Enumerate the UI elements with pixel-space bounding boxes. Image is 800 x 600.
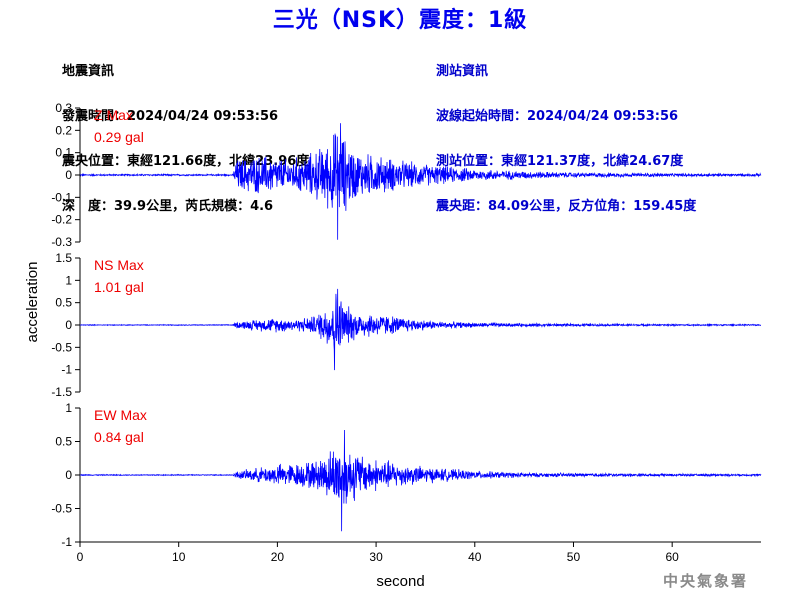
y-tick-label: -1 bbox=[61, 535, 72, 549]
y-tick-label: 0.5 bbox=[55, 435, 72, 449]
station-location: 測站位置：東經121.37度，北緯24.67度 bbox=[436, 154, 684, 169]
y-tick-label: 1 bbox=[65, 401, 72, 415]
epicentral-distance: 震央距：84.09公里，反方位角：159.45度 bbox=[436, 199, 697, 214]
y-tick-label: 0 bbox=[65, 468, 72, 482]
max-value: 1.01 gal bbox=[94, 279, 144, 295]
station-info-heading: 測站資訊 bbox=[436, 64, 489, 79]
waveform-ns bbox=[79, 288, 762, 371]
y-tick-label: -0.1 bbox=[51, 190, 72, 204]
page-title: 三光（NSK）震度：1級 bbox=[272, 8, 528, 33]
y-axis-label: acceleration bbox=[24, 262, 41, 343]
max-value: 0.29 gal bbox=[94, 129, 144, 145]
wave-start-time: 波線起始時間：2024/04/24 09:53:56 bbox=[436, 109, 679, 124]
y-tick-label: -0.5 bbox=[51, 502, 72, 516]
y-tick-label: -0.3 bbox=[51, 235, 72, 249]
max-value: 0.84 gal bbox=[94, 429, 144, 445]
waveform-ew bbox=[79, 429, 762, 532]
panel-z: 0.3 0.2 0.1 0 -0.1 -0.2 -0.3 Z Max 0.29 gal bbox=[51, 101, 762, 249]
epicenter-location: 震央位置：東經121.66度，北緯23.96度 bbox=[62, 154, 310, 169]
max-label: Z Max bbox=[94, 107, 133, 123]
y-tick-label: 0 bbox=[65, 318, 72, 332]
panel-ns: 1.5 1 0.5 0 -0.5 -1 -1.5 NS Max 1.01 gal bbox=[51, 251, 762, 399]
y-tick-label: 1.5 bbox=[55, 251, 72, 265]
y-tick-label: -0.5 bbox=[51, 340, 72, 354]
x-tick-label: 20 bbox=[271, 550, 285, 564]
x-axis-label: second bbox=[376, 573, 424, 590]
x-tick-label: 0 bbox=[77, 550, 84, 564]
y-tick-label: -0.2 bbox=[51, 213, 72, 227]
y-tick-label: 0 bbox=[65, 168, 72, 182]
max-label: NS Max bbox=[94, 257, 144, 273]
y-tick-label: -1 bbox=[61, 363, 72, 377]
panel-ew: 1 0.5 0 -0.5 -1 EW Max 0.84 gal bbox=[51, 401, 762, 549]
earthquake-info-heading: 地震資訊 bbox=[62, 64, 115, 79]
x-tick-label: 60 bbox=[665, 550, 679, 564]
y-tick-label: -1.5 bbox=[51, 385, 72, 399]
origin-time: 發震時間：2024/04/24 09:53:56 bbox=[62, 109, 279, 124]
station-info: 測站資訊 波線起始時間：2024/04/24 09:53:56 測站位置：東經1… bbox=[436, 34, 696, 229]
y-tick-label: 0.5 bbox=[55, 296, 72, 310]
y-tick-label: 0.3 bbox=[55, 101, 72, 115]
y-tick-label: 0.1 bbox=[55, 146, 72, 160]
depth-magnitude: 深 度：39.9公里，芮氏規模：4.6 bbox=[62, 199, 274, 214]
x-tick-label: 40 bbox=[468, 550, 482, 564]
earthquake-info: 地震資訊 發震時間：2024/04/24 09:53:56 震央位置：東經121… bbox=[62, 34, 309, 229]
y-tick-label: 1 bbox=[65, 273, 72, 287]
max-label: EW Max bbox=[94, 407, 147, 423]
x-tick-label: 10 bbox=[172, 550, 186, 564]
x-tick-label: 30 bbox=[369, 550, 383, 564]
y-tick-label: 0.2 bbox=[55, 123, 72, 137]
x-tick-label: 50 bbox=[567, 550, 581, 564]
agency-label: 中央氣象署 bbox=[662, 572, 748, 590]
waveform-z bbox=[79, 123, 762, 240]
